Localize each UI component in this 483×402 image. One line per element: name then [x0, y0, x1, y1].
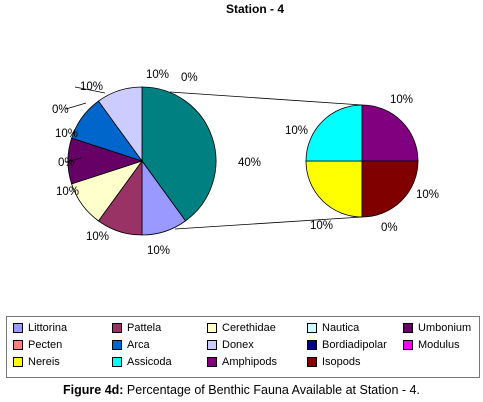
legend-swatch — [207, 340, 217, 350]
data-label-nereis: 10% — [310, 220, 333, 232]
data-label-assicoda: 10% — [285, 125, 308, 137]
connector-bottom — [174, 216, 363, 230]
data-label-modulus: 0% — [181, 72, 198, 84]
legend-item-littorina: Littorina — [13, 321, 112, 335]
legend-label: Arca — [127, 339, 150, 351]
legend-item-donex: Donex — [207, 338, 307, 352]
legend-swatch — [13, 357, 23, 367]
data-label-arca: 0% — [52, 104, 69, 116]
legend-item-pattela: Pattela — [112, 321, 207, 335]
legend-item-bordiadipolar: Bordiadipolar — [307, 338, 403, 352]
figure-caption: Figure 4d: Percentage of Benthic Fauna A… — [0, 383, 483, 397]
legend-item-umbonium: Umbonium — [403, 321, 477, 335]
legend-label: Nautica — [322, 322, 360, 334]
primary-pie — [67, 86, 217, 236]
caption-text: Percentage of Benthic Fauna Available at… — [123, 383, 420, 397]
legend-label: Donex — [222, 339, 254, 351]
legend-item-nereis: Nereis — [13, 355, 112, 369]
legend-item-assicoda: Assicoda — [112, 355, 207, 369]
legend-swatch — [403, 323, 413, 333]
data-label-pecten: 10% — [55, 128, 78, 140]
legend-item-arca: Arca — [112, 338, 207, 352]
data-label-umbonium: 0% — [58, 157, 75, 169]
legend-item-isopods: Isopods — [307, 355, 403, 369]
legend-swatch — [13, 340, 23, 350]
pie-of-pie-chart: Station - 4 10%10%10%0%10%0%10%10% 0%40%1… — [52, 2, 439, 257]
legend-label: Pecten — [28, 339, 63, 351]
legend-label: Pattela — [127, 322, 162, 334]
legend-item-nautica: Nautica — [307, 321, 403, 335]
legend-item-amphipods: Amphipods — [207, 355, 307, 369]
legend-label: Modulus — [418, 339, 460, 351]
legend-swatch — [307, 357, 317, 367]
legend-label: Nereis — [28, 356, 60, 368]
secondary-slice-amphipods — [361, 104, 419, 162]
legend-item-modulus: Modulus — [403, 338, 477, 352]
legend-label: Cerethidae — [222, 322, 276, 334]
legend-swatch — [207, 357, 217, 367]
legend-swatch — [207, 323, 217, 333]
legend-swatch — [403, 340, 413, 350]
data-label-amphipods: 10% — [390, 94, 413, 106]
legend-swatch — [307, 340, 317, 350]
data-label-bordiadipolar: 10% — [146, 69, 169, 81]
secondary-slice-assicoda — [305, 104, 363, 162]
legend-swatch — [112, 357, 122, 367]
secondary-slice-nereis — [305, 160, 363, 218]
leader-line — [65, 157, 82, 163]
secondary-pie — [305, 104, 419, 218]
legend-label: Umbonium — [418, 322, 472, 334]
legend-label: Bordiadipolar — [322, 339, 387, 351]
legend-swatch — [112, 340, 122, 350]
chart-title: Station - 4 — [226, 2, 284, 16]
legend-item-cerethidae: Cerethidae — [207, 321, 307, 335]
leader-line — [65, 102, 87, 110]
legend-swatch — [112, 323, 122, 333]
legend-grid: Littorina Pattela Cerethidae Nautica Umboniu… — [13, 321, 477, 369]
data-labels: 10% 10% 10% 0% 10% 0% 10% 10% 0% 40% 10% 10% 10% 10% 0… — [52, 69, 439, 257]
data-label-other: 40% — [238, 157, 261, 169]
legend: Littorina Pattela Cerethidae Nautica Umboniu… — [6, 316, 480, 378]
connector-top — [169, 91, 363, 106]
secondary-slice-isopods — [361, 160, 419, 218]
legend-label: Isopods — [322, 356, 361, 368]
legend-swatch — [13, 323, 23, 333]
data-label-pattela: 10% — [86, 231, 109, 243]
legend-label: Assicoda — [127, 356, 172, 368]
data-label-cerethidae: 10% — [56, 186, 79, 198]
caption-label: Figure 4d: — [63, 383, 124, 397]
data-label-donex: 10% — [80, 81, 103, 93]
legend-label: Amphipods — [222, 356, 278, 368]
leader-line — [74, 86, 106, 94]
pie-connector-lines — [169, 91, 363, 230]
data-label-littorina: 10% — [147, 245, 170, 257]
data-label-nautica: 0% — [381, 222, 398, 234]
primary-slice-donex — [97, 86, 143, 163]
data-label-isopods: 10% — [416, 189, 439, 201]
legend-swatch — [307, 323, 317, 333]
legend-label: Littorina — [28, 322, 68, 334]
legend-item-pecten: Pecten — [13, 338, 112, 352]
primary-slice-other — [141, 86, 217, 222]
